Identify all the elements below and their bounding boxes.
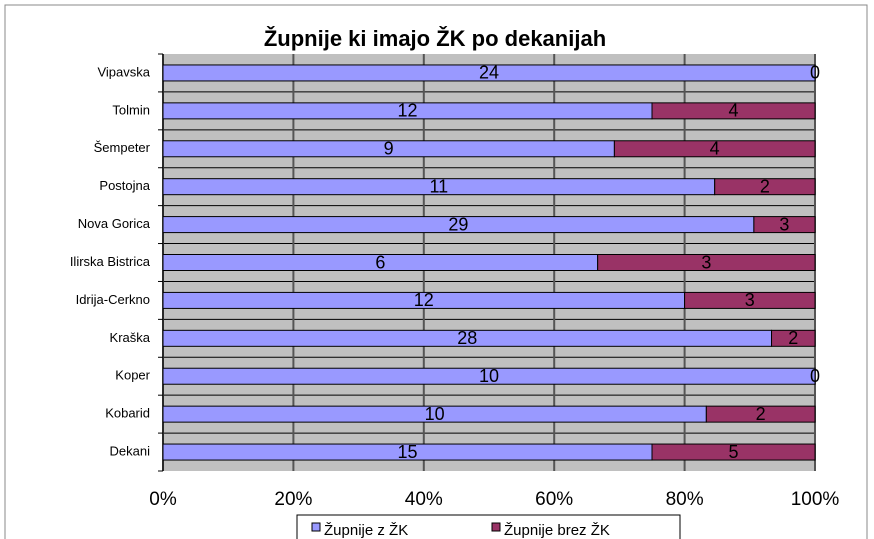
data-label: 12 — [414, 290, 434, 310]
y-tick-label: Koper — [115, 368, 150, 383]
data-label: 5 — [728, 442, 738, 462]
chart-title: Župnije ki imajo ŽK po dekanijah — [264, 26, 606, 51]
bar-segment — [651, 443, 816, 461]
data-label: 6 — [375, 252, 385, 272]
x-tick-label: 0% — [149, 489, 177, 510]
data-label: 15 — [397, 442, 417, 462]
bar-segment — [597, 254, 816, 271]
data-label: 0 — [810, 366, 820, 386]
data-label: 12 — [397, 101, 417, 121]
legend-swatch — [491, 522, 501, 532]
data-label: 2 — [756, 404, 766, 424]
bar-segment — [714, 178, 816, 196]
bar-segment — [771, 329, 816, 347]
data-label: 11 — [430, 176, 449, 196]
y-tick-label: Kobarid — [105, 406, 150, 421]
legend-label: Župnije z ŽK — [324, 522, 408, 539]
data-label: 28 — [457, 328, 477, 348]
y-tick-label: Tolmin — [112, 102, 150, 117]
data-label: 10 — [479, 366, 499, 386]
data-label: 10 — [425, 404, 445, 424]
bar-segment — [684, 291, 816, 309]
legend-swatch — [311, 522, 321, 532]
y-tick-label: Nova Gorica — [78, 216, 151, 231]
legend-box — [296, 514, 681, 539]
bar-segment — [613, 140, 816, 158]
data-label: 4 — [710, 139, 720, 159]
x-tick-label: 20% — [274, 489, 312, 510]
y-tick-label: Šempeter — [94, 140, 151, 155]
legend-label: Župnije brez ŽK — [504, 522, 610, 539]
data-label: 3 — [779, 214, 789, 234]
data-label: 3 — [701, 252, 711, 272]
data-label: 2 — [760, 176, 770, 196]
data-label: 9 — [384, 139, 394, 159]
x-tick-label: 40% — [405, 489, 443, 510]
data-label: 29 — [448, 214, 468, 234]
data-label: 3 — [745, 290, 755, 310]
data-label: 24 — [479, 63, 499, 83]
bar-segment — [162, 367, 816, 385]
x-tick-label: 80% — [666, 489, 704, 510]
bar-segment — [705, 405, 816, 423]
y-tick-label: Postojna — [99, 178, 150, 193]
x-tick-label: 60% — [535, 489, 573, 510]
y-tick-label: Kraška — [110, 330, 151, 345]
data-label: 4 — [728, 101, 738, 121]
y-tick-label: Dekani — [110, 443, 151, 458]
bar-segment — [753, 216, 816, 234]
bar-segment — [162, 64, 816, 82]
x-tick-label: 100% — [791, 489, 840, 510]
y-tick-label: Vipavska — [97, 64, 150, 79]
y-tick-label: Ilirska Bistrica — [70, 254, 151, 269]
data-label: 2 — [788, 328, 798, 348]
y-tick-label: Idrija-Cerkno — [76, 292, 150, 307]
bar-segment — [651, 102, 816, 120]
data-label: 0 — [810, 63, 820, 83]
